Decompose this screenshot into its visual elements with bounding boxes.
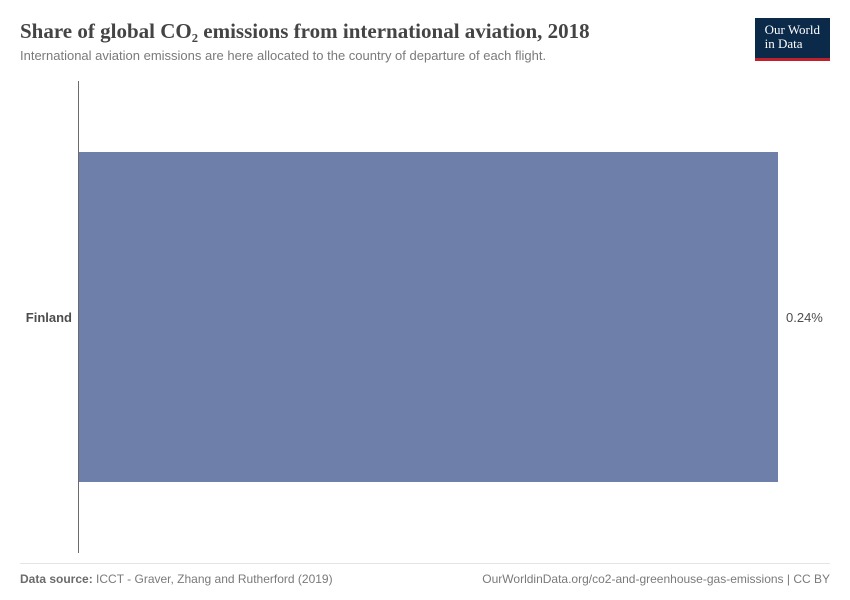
- chart-container: Share of global CO₂ emissions from inter…: [0, 0, 850, 600]
- chart-title: Share of global CO₂ emissions from inter…: [20, 18, 755, 44]
- chart-subtitle: International aviation emissions are her…: [20, 48, 755, 63]
- plot-area: [78, 81, 778, 553]
- category-label: Finland: [26, 310, 72, 325]
- data-source-value: ICCT - Graver, Zhang and Rutherford (201…: [96, 572, 333, 586]
- logo-line-1: Our World: [765, 23, 820, 37]
- owid-logo: Our World in Data: [755, 18, 830, 61]
- logo-line-2: in Data: [765, 37, 820, 51]
- y-axis-labels: Finland: [20, 81, 78, 553]
- chart-area: Finland 0.24%: [20, 81, 830, 553]
- data-source: Data source: ICCT - Graver, Zhang and Ru…: [20, 572, 333, 586]
- bar-finland: [79, 152, 778, 482]
- footer-link: OurWorldinData.org/co2-and-greenhouse-ga…: [482, 572, 830, 586]
- footer: Data source: ICCT - Graver, Zhang and Ru…: [20, 563, 830, 586]
- value-labels: 0.24%: [778, 81, 830, 553]
- data-source-label: Data source:: [20, 572, 93, 586]
- bar-value-label: 0.24%: [786, 310, 823, 325]
- title-block: Share of global CO₂ emissions from inter…: [20, 18, 755, 63]
- header: Share of global CO₂ emissions from inter…: [20, 18, 830, 63]
